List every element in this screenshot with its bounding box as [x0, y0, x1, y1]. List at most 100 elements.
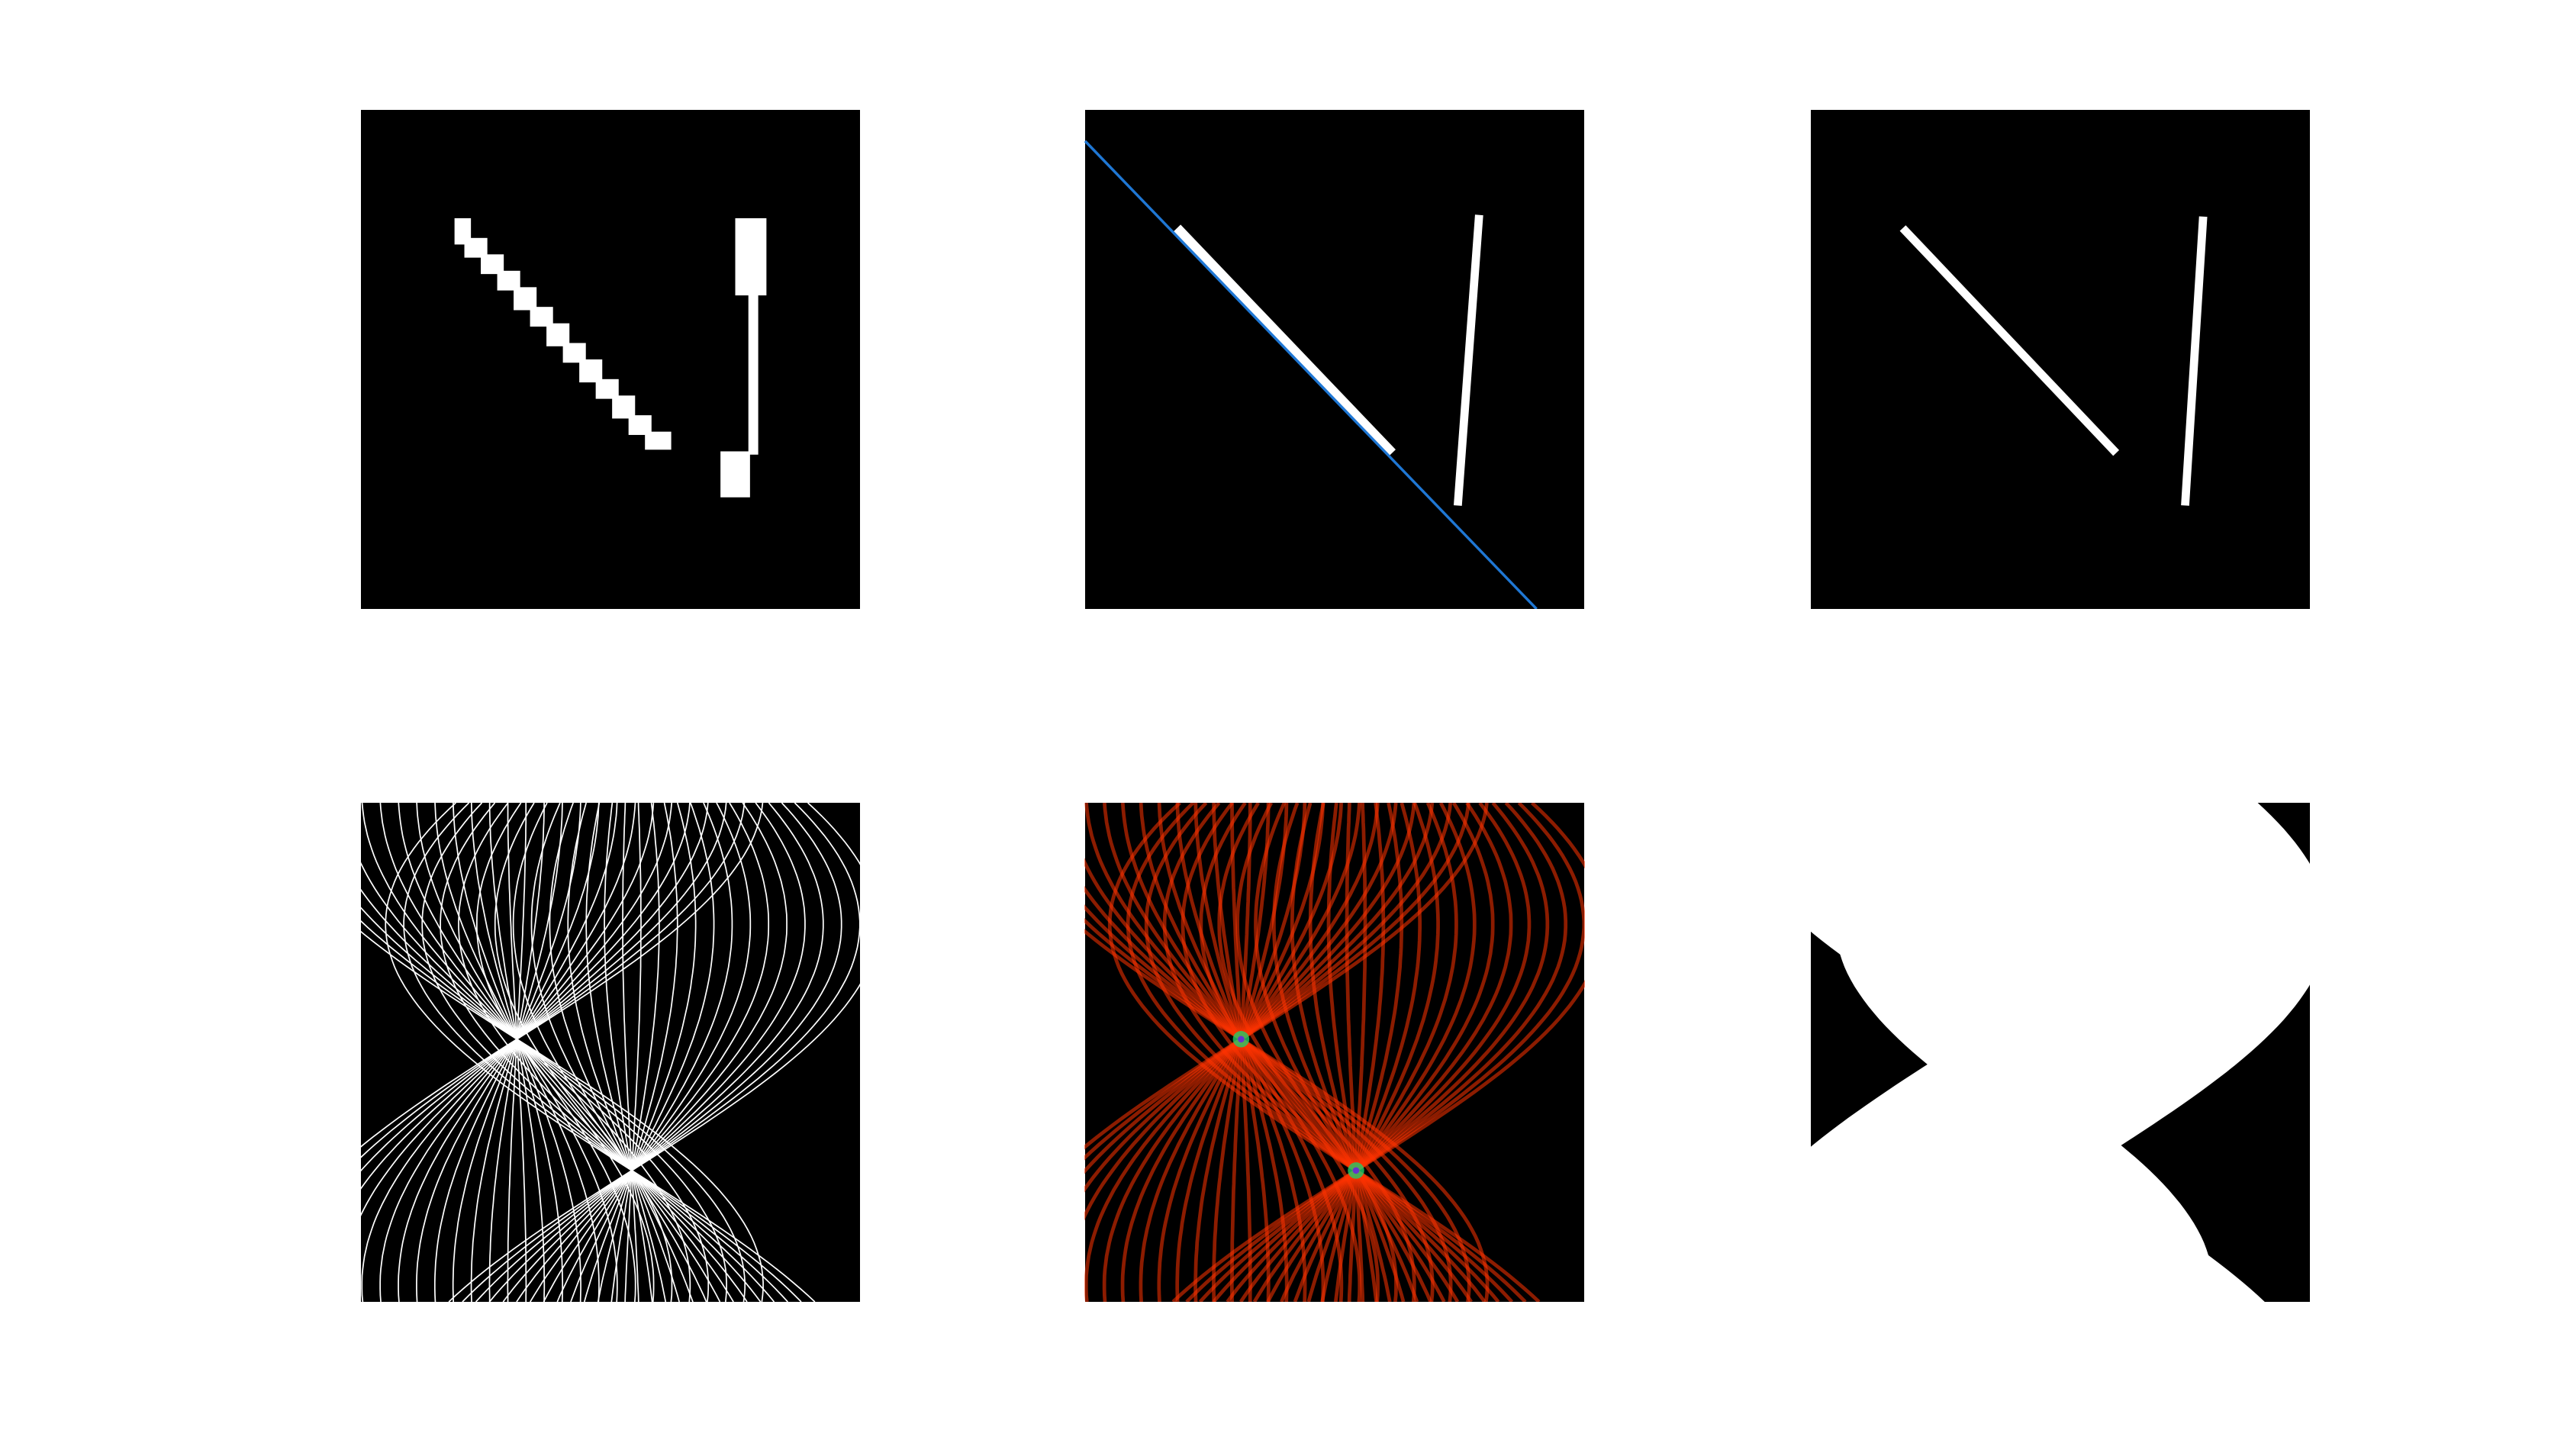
- panel-edges: [361, 110, 860, 609]
- peak: [1238, 1036, 1245, 1043]
- curve-group: [360, 803, 861, 1302]
- edge-pixel: [735, 217, 767, 296]
- edge-pixel: [464, 237, 488, 258]
- hough-curve: [1144, 803, 1514, 1302]
- hough-curve: [434, 803, 600, 1302]
- hough-curve: [488, 803, 546, 1302]
- segment: [1453, 214, 1483, 506]
- hough-curve: [1280, 803, 1458, 1302]
- hough-curve: [507, 803, 527, 1302]
- hough-curve: [1326, 803, 1378, 1302]
- hough-curve: [448, 803, 861, 1302]
- hough-curve: [1107, 803, 1541, 1302]
- hough-curve: [379, 803, 655, 1302]
- hough-curve: [1235, 803, 1446, 1302]
- hough-curve: [360, 803, 764, 1148]
- hough-curve: [1198, 803, 1568, 1302]
- hough-curve: [403, 803, 802, 1302]
- edge-pixel: [645, 431, 672, 450]
- hough-curve: [458, 803, 762, 1302]
- region-group: [1810, 803, 2311, 1302]
- panel-hough-curves: [360, 803, 861, 1302]
- peak: [1352, 1167, 1360, 1174]
- hough-curve: [1306, 803, 1422, 1302]
- edge-pixel: [514, 287, 537, 311]
- hough-curve: [512, 803, 721, 1302]
- hough-curve: [1239, 803, 1513, 1302]
- panel-background: [361, 803, 860, 1302]
- hough-curve: [507, 803, 527, 1302]
- edge-pixels: [454, 217, 767, 498]
- hough-curve: [385, 803, 816, 1302]
- panel-background: [1811, 110, 2310, 609]
- hough-curve: [570, 803, 715, 1302]
- hough-curve: [585, 803, 667, 1302]
- hough-curve: [476, 803, 748, 1302]
- hough-curve: [360, 803, 691, 1219]
- hough-curve: [1226, 803, 1532, 1302]
- edge-pixel: [748, 290, 759, 455]
- hough-curve: [1185, 803, 1585, 1302]
- hough-curve: [604, 803, 653, 1302]
- hough-curve: [624, 803, 642, 1302]
- hough-curve: [1308, 803, 1392, 1302]
- hough-curve: [610, 803, 660, 1302]
- hough-curve: [361, 803, 673, 1302]
- hough-curve: [361, 803, 673, 1302]
- segment: [1173, 224, 1396, 457]
- hough-curve: [416, 803, 618, 1302]
- hough-line: [1084, 140, 1538, 609]
- hough-curve: [433, 803, 600, 1302]
- hough-curve: [1212, 803, 1550, 1302]
- hough-curve: [1162, 803, 1500, 1302]
- hough-curve: [583, 803, 697, 1302]
- panel-threshold: [1810, 803, 2311, 1302]
- panel-accumulator: [1084, 803, 1585, 1302]
- hough-curve: [1290, 803, 1406, 1302]
- hough-curve: [1345, 803, 1365, 1302]
- hough-curve: [1199, 803, 1473, 1302]
- hough-curve: [556, 803, 733, 1302]
- hough-curve: [360, 919, 746, 1302]
- hough-curve: [475, 803, 842, 1302]
- hough-curve: [462, 803, 861, 1302]
- curve-group: [1084, 803, 1585, 1302]
- hough-curve: [530, 803, 707, 1302]
- edge-pixel: [720, 451, 750, 498]
- hough-curve: [1266, 803, 1477, 1302]
- hough-curve: [398, 803, 636, 1302]
- region: [1835, 803, 2311, 1302]
- hough-curve: [488, 803, 824, 1302]
- hough-curve: [516, 803, 788, 1302]
- hough-curve: [360, 860, 691, 1302]
- edge-pixel: [612, 395, 636, 419]
- hough-curve: [421, 803, 788, 1302]
- hough-curve: [379, 803, 655, 1302]
- hough-curve: [1320, 803, 1404, 1302]
- hough-curve: [1181, 803, 1487, 1302]
- hough-curve: [1254, 803, 1432, 1302]
- hough-curve: [360, 887, 710, 1302]
- hough-curve: [360, 803, 727, 1173]
- hough-curve: [1293, 803, 1440, 1302]
- hough-curve: [360, 803, 746, 1159]
- hough-curve: [1252, 803, 1495, 1302]
- hough-curve: [1333, 803, 1386, 1302]
- edge-pixel: [628, 415, 652, 435]
- hough-curve: [398, 803, 636, 1302]
- hough-curve: [530, 803, 770, 1302]
- hough-curve: [502, 803, 806, 1302]
- hough-curve: [543, 803, 752, 1302]
- hough-curve: [488, 803, 545, 1302]
- hough-curve: [622, 803, 639, 1302]
- hough-curve: [1217, 803, 1460, 1302]
- panel-background: [1085, 110, 1584, 609]
- segment: [1899, 225, 2120, 456]
- hough-curve: [1126, 803, 1527, 1302]
- panel-background: [361, 110, 860, 609]
- hough-curve: [549, 803, 694, 1302]
- edge-pixel: [546, 323, 570, 346]
- panel-detected: [1084, 110, 1584, 609]
- hough-curve: [494, 803, 734, 1302]
